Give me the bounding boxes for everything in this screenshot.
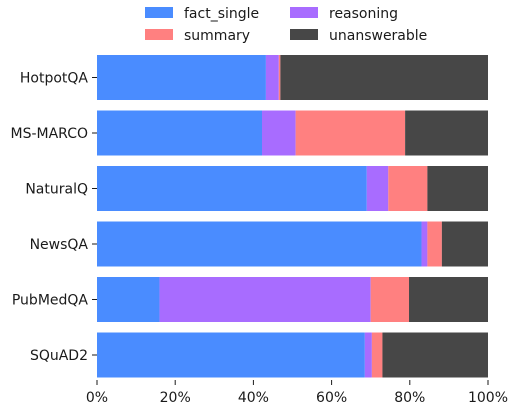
x-tick-label: 20% <box>160 390 191 406</box>
bar-pubmedqa-unanswerable <box>409 277 488 322</box>
bars-group <box>97 55 488 378</box>
bar-ms-marco-summary <box>295 110 406 156</box>
y-axis: HotpotQA MS-MARCO NaturalQ NewsQA PubMedQA SQ… <box>11 71 97 364</box>
y-tick-label: NaturalQ <box>25 182 88 198</box>
legend-swatch-summary <box>145 29 173 40</box>
y-tick-label: MS-MARCO <box>11 126 89 142</box>
legend-label-unanswerable: unanswerable <box>329 28 427 44</box>
legend-label-summary: summary <box>184 28 250 44</box>
bar-newsqa-fact-single <box>97 221 422 267</box>
legend-label-fact-single: fact_single <box>184 6 259 22</box>
bar-squad2-reasoning <box>364 332 372 378</box>
bar-naturalq-summary <box>388 166 428 211</box>
x-tick-label: 60% <box>316 390 347 406</box>
bar-newsqa-reasoning <box>421 221 428 267</box>
legend: fact_single reasoning summary unanswerable <box>145 6 427 44</box>
x-tick-label: 80% <box>394 390 425 406</box>
bar-hotpotqa-fact-single <box>97 55 266 100</box>
x-tick-label: 100% <box>468 390 508 406</box>
legend-swatch-reasoning <box>290 7 318 18</box>
bar-pubmedqa-fact-single <box>97 277 160 322</box>
bar-squad2-fact-single <box>97 332 365 378</box>
bar-pubmedqa-reasoning <box>159 277 371 322</box>
bar-newsqa-unanswerable <box>441 221 488 267</box>
bar-newsqa-summary <box>427 221 442 267</box>
bar-naturalq-fact-single <box>97 166 367 211</box>
y-tick-label: NewsQA <box>30 237 89 253</box>
legend-label-reasoning: reasoning <box>329 6 398 22</box>
bar-squad2-unanswerable <box>382 332 488 378</box>
bar-ms-marco-fact-single <box>97 110 262 156</box>
bar-naturalq-reasoning <box>366 166 389 211</box>
bar-ms-marco-unanswerable <box>405 110 488 156</box>
legend-swatch-fact-single <box>145 7 173 18</box>
bar-squad2-summary <box>371 332 383 378</box>
x-tick-label: 0% <box>86 390 108 406</box>
y-tick-label: HotpotQA <box>20 71 89 87</box>
x-tick-label: 40% <box>238 390 269 406</box>
x-axis: 0% 20% 40% 60% 80% 100% <box>86 380 508 406</box>
bar-pubmedqa-summary <box>370 277 410 322</box>
y-tick-label: SQuAD2 <box>30 348 88 364</box>
bar-hotpotqa-summary <box>278 55 281 100</box>
bar-hotpotqa-unanswerable <box>280 55 488 100</box>
bar-naturalq-unanswerable <box>427 166 488 211</box>
legend-swatch-unanswerable <box>290 29 318 40</box>
y-tick-label: PubMedQA <box>12 293 89 309</box>
bar-hotpotqa-reasoning <box>265 55 279 100</box>
bar-ms-marco-reasoning <box>262 110 296 156</box>
